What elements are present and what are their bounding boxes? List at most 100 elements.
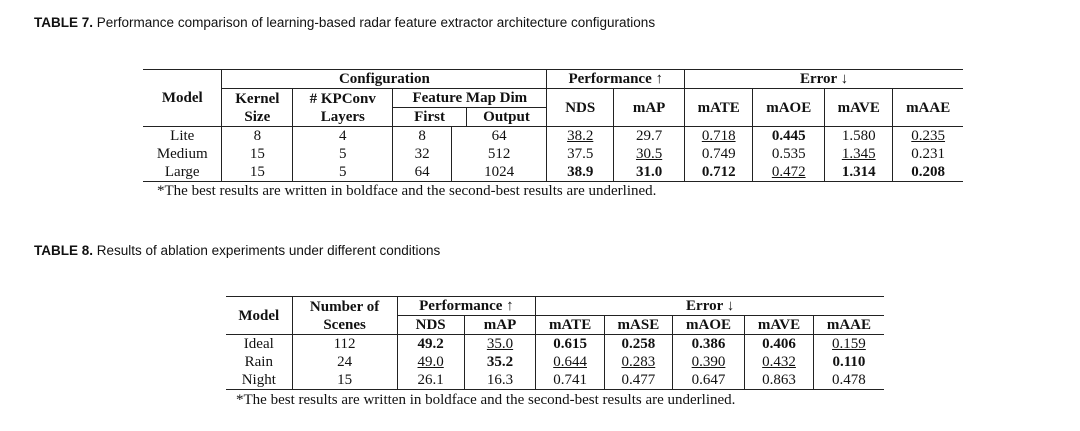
table7-caption: TABLE 7. Performance comparison of learn… <box>34 15 655 30</box>
t8-header-mate: mATE <box>535 315 605 335</box>
t8-header-maae: mAAE <box>826 317 872 333</box>
t8-header-error: Error ↓ <box>535 296 884 316</box>
t7-header-error: Error ↓ <box>684 69 963 89</box>
table-row: Rain 24 49.0 35.2 0.644 0.283 0.390 0.43… <box>226 353 884 371</box>
table8-caption-text: Results of ablation experiments under di… <box>96 243 441 258</box>
t7-cell: 0.749 <box>684 145 754 163</box>
t8-cell: 49.0 <box>397 353 465 371</box>
table8: Model Number of Scenes Performance ↑ Err… <box>226 296 884 390</box>
t8-cell: 0.863 <box>744 371 814 390</box>
t7-header-map: mAP <box>613 88 686 127</box>
t7-cell: 0.231 <box>911 146 946 162</box>
t7-cell: 37.5 <box>546 145 615 163</box>
t8-cell: Ideal <box>226 334 293 353</box>
t8-header-mase: mASE <box>604 315 673 335</box>
t7-cell: 64 <box>451 126 548 145</box>
t8-cell: 0.477 <box>604 371 673 390</box>
t8-header-scenes-line2: Scenes <box>323 316 366 333</box>
t8-header-map: mAP <box>464 315 537 335</box>
t7-cell: Medium <box>143 145 223 163</box>
t8-cell: 15 <box>292 371 398 390</box>
table7-caption-text: Performance comparison of learning-based… <box>96 15 656 30</box>
t7-header-kernel: Kernel Size <box>221 88 294 127</box>
t8-header-maoe: mAOE <box>672 315 746 335</box>
t8-cell: 0.386 <box>672 334 746 353</box>
t7-cell: 0.718 <box>684 126 754 145</box>
t7-cell: 0.445 <box>752 126 826 145</box>
t7-cell: 8 <box>392 126 452 145</box>
t7-cell: 29.7 <box>613 126 686 145</box>
t8-cell: 0.644 <box>535 353 605 371</box>
t7-cell: 38.9 <box>546 163 615 182</box>
t7-header-fmd: Feature Map Dim <box>393 89 547 108</box>
t7-header-configuration: Configuration <box>221 69 548 89</box>
t7-cell: 64 <box>392 163 452 182</box>
t8-cell: 112 <box>292 334 398 353</box>
table8-footnote: *The best results are written in boldfac… <box>236 392 736 408</box>
t7-header-nds: NDS <box>546 88 615 127</box>
t8-cell: 0.615 <box>535 334 605 353</box>
table8-caption: TABLE 8. Results of ablation experiments… <box>34 243 440 258</box>
table7-caption-label: TABLE 7. <box>34 15 94 30</box>
t8-header-scenes-line1: Number of <box>309 298 380 315</box>
t8-cell: 0.478 <box>813 371 884 390</box>
t8-header-nds: NDS <box>397 315 465 335</box>
t7-cell: 15 <box>221 163 294 182</box>
table-row: Large 15 5 64 1024 38.9 31.0 0.712 0.472… <box>143 163 963 182</box>
t8-cell: Rain <box>226 353 293 371</box>
t7-cell: 4 <box>292 126 394 145</box>
t7-cell: 1024 <box>451 163 548 182</box>
t7-header-first: First <box>393 108 467 126</box>
t7-cell: 0.235 <box>892 126 963 145</box>
t8-cell: Night <box>226 371 293 390</box>
t8-cell: 35.2 <box>464 353 537 371</box>
t8-cell: 0.159 <box>813 334 884 353</box>
table-row: Lite 8 4 8 64 38.2 29.7 0.718 0.445 1.58… <box>143 126 963 145</box>
t7-header-model: Model <box>143 69 223 127</box>
t7-cell: 5 <box>292 145 394 163</box>
t7-header-kpconv-line2: Layers <box>320 108 365 125</box>
t8-cell: 0.390 <box>672 353 746 371</box>
t7-cell: 32 <box>392 145 452 163</box>
t8-header-model: Model <box>226 296 293 335</box>
t7-cell: 1.314 <box>824 163 894 182</box>
t8-header-mave: mAVE <box>744 315 814 335</box>
t7-header-output: Output <box>483 109 530 125</box>
t8-header-performance: Performance ↑ <box>397 296 537 316</box>
table7: Model Configuration Performance ↑ Error … <box>143 69 963 182</box>
t7-header-mave: mAVE <box>824 88 894 127</box>
t7-cell: 30.5 <box>613 145 686 163</box>
t7-cell: 5 <box>292 163 394 182</box>
t7-cell: 0.208 <box>892 163 963 182</box>
t7-header-kernel-line1: Kernel <box>235 90 280 107</box>
t7-cell: 1.345 <box>824 145 894 163</box>
t7-header-kpconv: # KPConv Layers <box>292 88 394 127</box>
t7-cell: 8 <box>221 126 294 145</box>
table8-caption-label: TABLE 8. <box>34 243 94 258</box>
table-row: Medium 15 5 32 512 37.5 30.5 0.749 0.535… <box>143 145 963 163</box>
t7-cell: 0.712 <box>684 163 754 182</box>
t8-cell: 0.258 <box>604 334 673 353</box>
t8-cell: 0.110 <box>832 354 866 370</box>
t7-header-performance: Performance ↑ <box>546 69 686 89</box>
t7-header-kpconv-line1: # KPConv <box>309 90 376 107</box>
table7-footnote: *The best results are written in boldfac… <box>157 183 657 199</box>
t7-header-feature-map: Feature Map Dim First Output <box>392 88 548 127</box>
table-row: Night 15 26.1 16.3 0.741 0.477 0.647 0.8… <box>226 371 884 390</box>
t7-cell: 0.472 <box>752 163 826 182</box>
t7-cell: 1.580 <box>824 126 894 145</box>
t7-cell: 31.0 <box>613 163 686 182</box>
t8-cell: 26.1 <box>397 371 465 390</box>
t7-cell: Large <box>143 163 223 182</box>
t7-cell: 512 <box>451 145 548 163</box>
t8-cell: 35.0 <box>464 334 537 353</box>
t8-header-scenes: Number of Scenes <box>292 296 398 335</box>
t7-header-kernel-line2: Size <box>244 108 271 125</box>
t7-header-maae: mAAE <box>906 99 951 116</box>
t7-cell: 15 <box>221 145 294 163</box>
t8-cell: 0.406 <box>744 334 814 353</box>
t8-cell: 0.432 <box>744 353 814 371</box>
table-row: Ideal 112 49.2 35.0 0.615 0.258 0.386 0.… <box>226 334 884 353</box>
t7-header-mate: mATE <box>684 88 754 127</box>
t8-cell: 0.741 <box>535 371 605 390</box>
